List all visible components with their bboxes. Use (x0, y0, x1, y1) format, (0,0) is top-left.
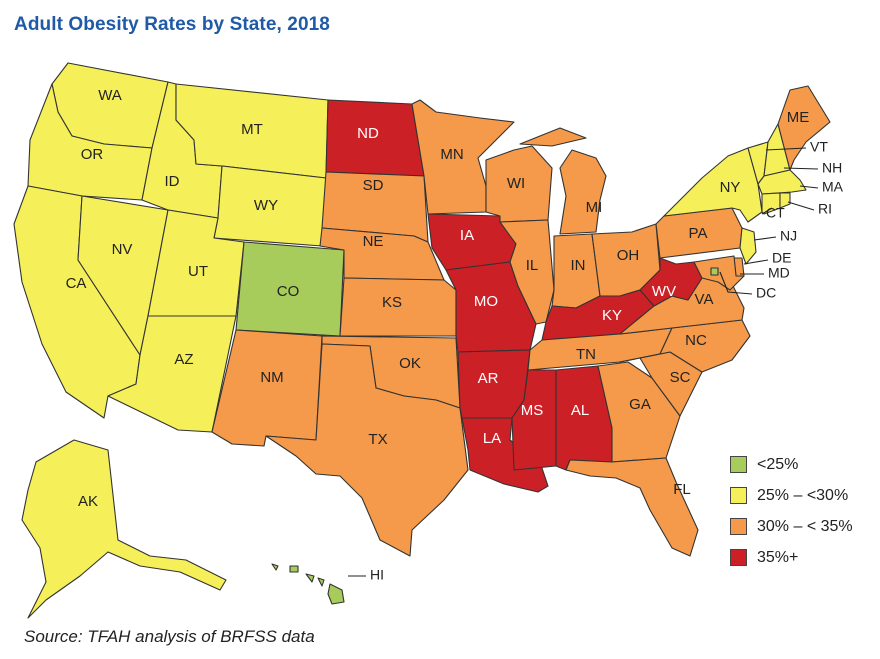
state-WY (213, 165, 327, 247)
label-AZ: AZ (174, 351, 193, 368)
label-MN: MN (440, 146, 463, 163)
label-NV: NV (112, 241, 133, 258)
state-GA (597, 361, 681, 463)
leader-NH (783, 167, 819, 170)
label-ID: ID (165, 173, 180, 190)
callout-CT: CT (766, 205, 785, 221)
label-NE: NE (363, 233, 384, 250)
label-AR: AR (478, 370, 499, 387)
label-MI: MI (586, 199, 603, 216)
label-KY: KY (602, 307, 622, 324)
state-LA (461, 417, 549, 493)
callout-NJ: NJ (780, 228, 797, 244)
label-IA: IA (460, 227, 474, 244)
label-PA: PA (689, 225, 708, 242)
label-OH: OH (617, 247, 640, 264)
callout-RI: RI (818, 201, 832, 217)
label-WV: WV (652, 283, 676, 300)
label-AK: AK (78, 493, 98, 510)
label-KS: KS (382, 294, 402, 311)
legend-label-25to30: 25% – <30% (757, 486, 849, 504)
legend-label-30to35: 30% – < 35% (757, 517, 853, 535)
label-MT: MT (241, 121, 263, 138)
label-IN: IN (571, 257, 586, 274)
callout-DE: DE (772, 250, 791, 266)
leader-CT (761, 207, 773, 215)
state-IL (499, 219, 555, 325)
label-LA: LA (483, 430, 501, 447)
state-MN (411, 99, 515, 215)
label-UT: UT (188, 263, 208, 280)
callout-MA: MA (822, 179, 844, 195)
legend-item-lt25: <25% (730, 449, 853, 480)
label-SC: SC (670, 369, 691, 386)
legend-item-25to30: 25% – <30% (730, 480, 853, 511)
label-SD: SD (363, 177, 384, 194)
state-NJ (739, 227, 757, 265)
legend-swatch-35plus (730, 549, 747, 566)
label-WI: WI (507, 175, 525, 192)
label-AL: AL (571, 402, 589, 419)
label-TX: TX (368, 431, 387, 448)
callout-NH: NH (822, 160, 842, 176)
label-CO: CO (277, 283, 300, 300)
label-MO: MO (474, 293, 498, 310)
state-AZ (107, 315, 237, 433)
legend-item-35plus: 35%+ (730, 542, 853, 573)
label-NM: NM (260, 369, 283, 386)
label-ME: ME (787, 109, 810, 126)
label-MS: MS (521, 402, 544, 419)
label-IL: IL (526, 257, 539, 274)
legend-swatch-25to30 (730, 487, 747, 504)
map-title: Adult Obesity Rates by State, 2018 (14, 14, 330, 35)
state-TX (265, 343, 469, 557)
label-NY: NY (720, 179, 741, 196)
label-GA: GA (629, 396, 651, 413)
label-WY: WY (254, 197, 278, 214)
callout-DC: DC (756, 285, 776, 301)
leader-DE (743, 259, 769, 265)
label-NC: NC (685, 332, 707, 349)
label-CA: CA (66, 275, 87, 292)
state-MD (693, 255, 745, 291)
label-VA: VA (695, 291, 714, 308)
state-NC (619, 319, 751, 373)
label-TN: TN (576, 346, 596, 363)
legend: <25% 25% – <30% 30% – < 35% 35%+ (730, 449, 853, 573)
label-FL: FL (673, 481, 691, 498)
state-DC (710, 267, 719, 276)
legend-swatch-30to35 (730, 518, 747, 535)
legend-label-lt25: <25% (757, 455, 799, 473)
leader-RI (787, 201, 815, 211)
state-HI (271, 563, 345, 605)
leader-VT (765, 147, 807, 151)
state-MI (519, 127, 607, 235)
leader-NJ (753, 236, 777, 241)
state-FL (565, 457, 699, 557)
leader-DC (719, 271, 753, 295)
callout-HI: HI (370, 567, 384, 583)
legend-swatch-lt25 (730, 456, 747, 473)
state-RI (779, 192, 791, 209)
state-AK (21, 439, 227, 619)
legend-label-35plus: 35%+ (757, 548, 799, 566)
leader-MA (799, 185, 819, 189)
state-CT (761, 192, 781, 215)
label-OK: OK (399, 355, 421, 372)
callout-MD: MD (768, 265, 790, 281)
label-OR: OR (81, 146, 104, 163)
label-WA: WA (98, 87, 122, 104)
legend-item-30to35: 30% – < 35% (730, 511, 853, 542)
callout-VT: VT (810, 139, 828, 155)
label-ND: ND (357, 125, 379, 142)
source-note: Source: TFAH analysis of BRFSS data (24, 627, 315, 646)
